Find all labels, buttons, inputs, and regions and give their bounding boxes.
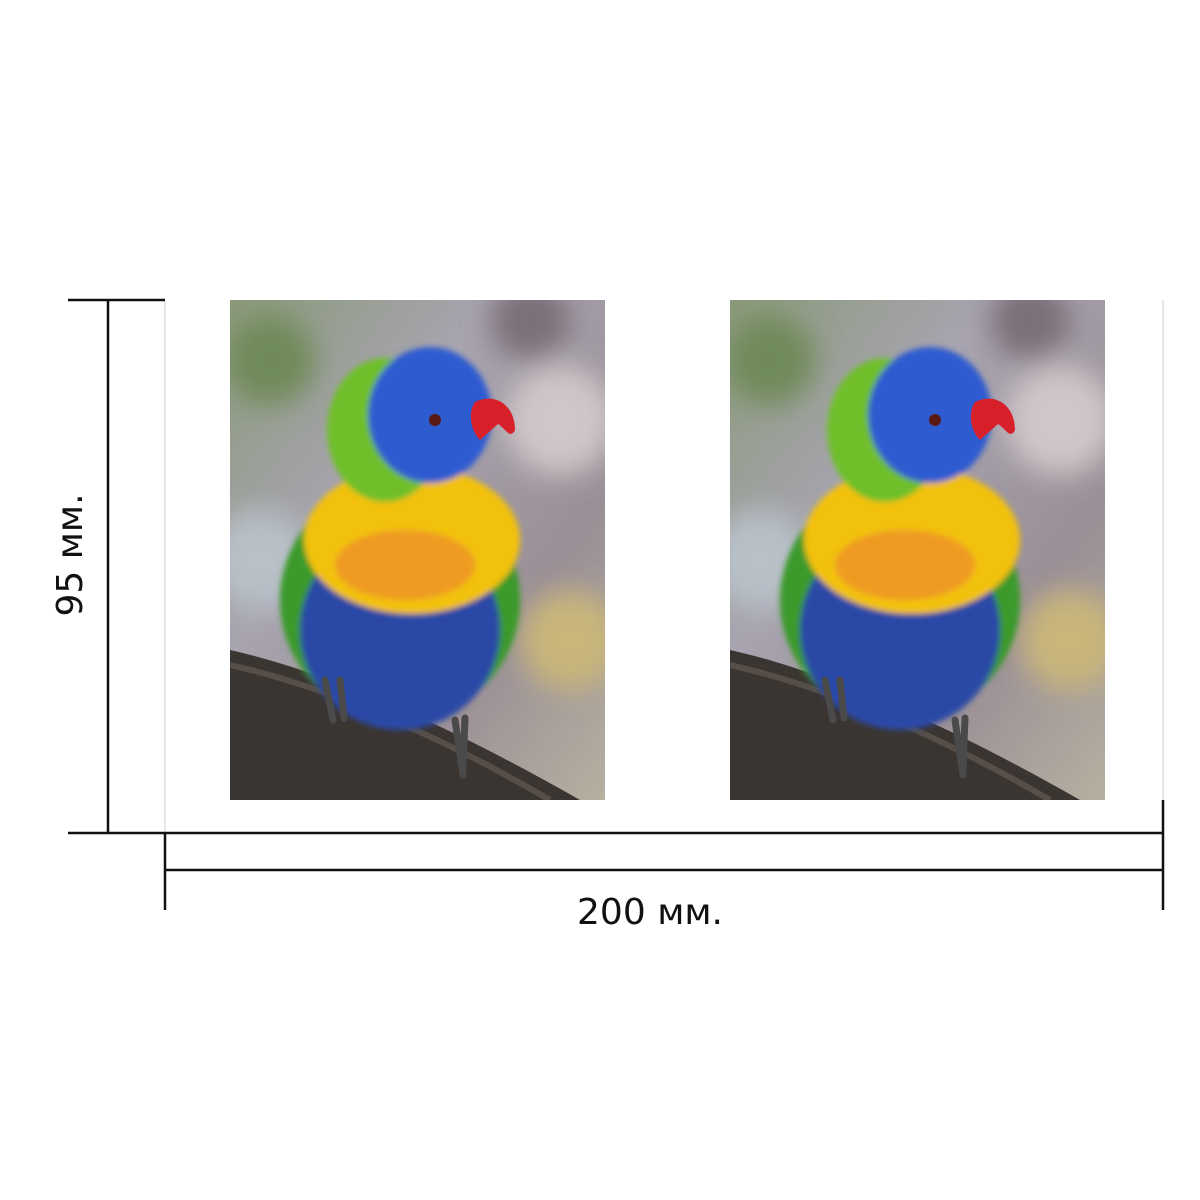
product-photo — [210, 280, 620, 800]
width-label: 200 мм. — [577, 892, 723, 933]
product-photo — [710, 280, 1120, 800]
height-label: 95 мм. — [50, 493, 91, 616]
